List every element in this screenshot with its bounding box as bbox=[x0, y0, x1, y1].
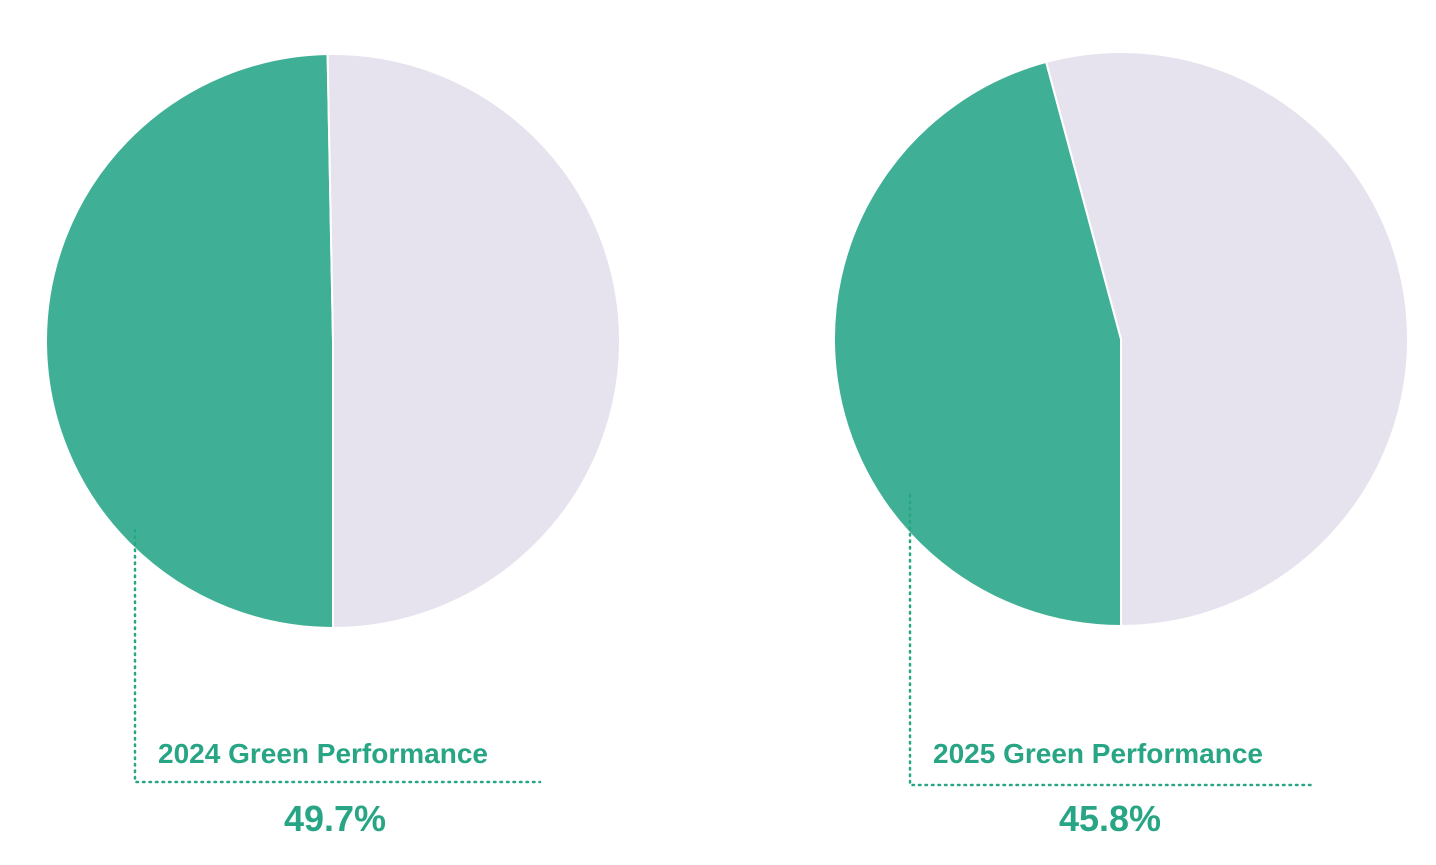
pie-title: 2025 Green Performance bbox=[933, 738, 1263, 769]
pie-slice bbox=[833, 60, 1122, 628]
pie-title: 2024 Green Performance bbox=[158, 738, 488, 769]
pie-slice bbox=[45, 53, 334, 630]
pie-slice bbox=[326, 53, 621, 630]
pie-slice bbox=[1044, 51, 1409, 628]
leader-line bbox=[133, 528, 542, 784]
value-label: 49.7% bbox=[284, 798, 386, 839]
leader-line bbox=[908, 493, 1314, 787]
value-label: 45.8% bbox=[1059, 798, 1161, 839]
